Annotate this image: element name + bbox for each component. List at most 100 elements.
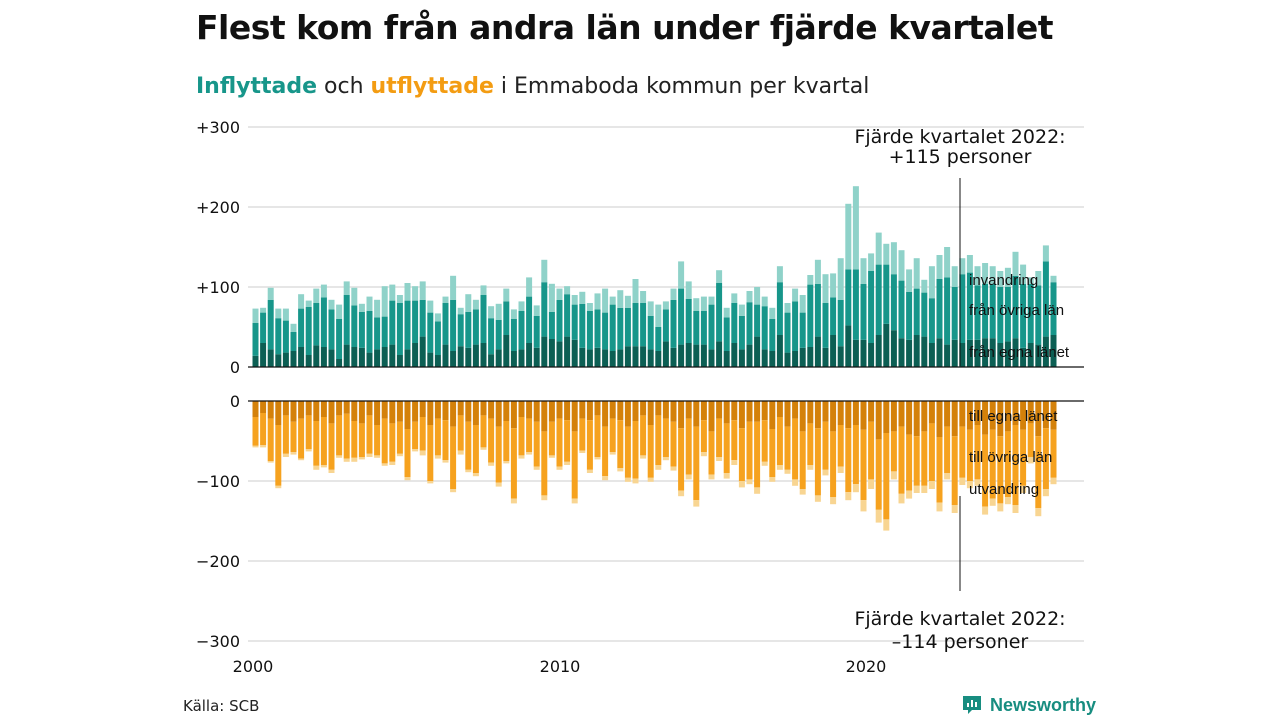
bar-out-2	[822, 469, 829, 476]
bar-in-1	[868, 271, 875, 343]
bar-in-1	[594, 309, 601, 348]
bar-in-1	[898, 280, 905, 339]
bar-in-2	[936, 255, 943, 279]
bar-out-1	[769, 429, 776, 477]
bar-out-0	[533, 401, 540, 422]
bar-out-0	[974, 401, 981, 425]
bar-in-0	[655, 351, 662, 367]
bar-out-2	[754, 487, 761, 494]
bar-in-0	[457, 346, 464, 367]
bar-in-0	[1012, 338, 1019, 367]
bar-out-2	[290, 452, 297, 455]
bar-out-0	[632, 401, 639, 421]
bar-out-2	[693, 500, 700, 507]
bar-out-0	[754, 401, 761, 422]
bar-out-0	[564, 401, 571, 421]
bar-out-0	[488, 401, 495, 419]
bar-out-1	[830, 431, 837, 497]
y-tick-label-bottom: 0	[230, 392, 240, 411]
bar-in-0	[678, 344, 685, 367]
bar-out-0	[890, 401, 897, 432]
bar-in-2	[609, 296, 616, 305]
bar-out-1	[442, 420, 449, 461]
bar-out-2	[305, 449, 312, 452]
bar-out-2	[396, 453, 403, 457]
segment-label-top: från övriga län	[969, 302, 1064, 319]
bar-in-0	[252, 355, 259, 367]
segment-label-bottom: till egna länet	[969, 408, 1058, 425]
bar-out-2	[913, 485, 920, 493]
bar-out-2	[617, 468, 624, 472]
bar-out-1	[1035, 436, 1042, 509]
bar-in-1	[731, 303, 738, 343]
bar-in-0	[465, 347, 472, 367]
bar-out-0	[731, 401, 738, 421]
bar-out-2	[852, 484, 859, 493]
bar-out-2	[974, 479, 981, 486]
bar-in-1	[442, 303, 449, 345]
annotation-bottom-line: Fjärde kvartalet 2022:	[854, 608, 1065, 630]
bar-in-1	[928, 298, 935, 343]
bar-in-1	[465, 311, 472, 348]
bar-in-2	[708, 296, 715, 305]
bar-out-1	[579, 418, 586, 451]
bar-in-0	[814, 336, 821, 367]
bar-out-2	[776, 465, 783, 470]
bar-out-2	[427, 481, 434, 484]
bar-out-0	[1027, 401, 1034, 424]
bar-in-0	[404, 349, 411, 367]
bar-in-1	[571, 304, 578, 340]
bar-in-2	[1020, 264, 1027, 284]
bar-out-2	[761, 461, 768, 466]
bar-out-0	[442, 401, 449, 421]
bar-out-2	[784, 469, 791, 474]
bar-in-2	[647, 301, 654, 316]
bar-out-2	[518, 455, 525, 459]
bar-in-1	[624, 307, 631, 347]
bar-out-1	[868, 421, 875, 480]
bar-in-2	[556, 288, 563, 300]
bar-out-0	[738, 401, 745, 429]
bar-in-0	[860, 339, 867, 367]
bar-out-1	[647, 425, 654, 478]
bar-out-0	[298, 401, 305, 419]
bar-out-0	[662, 401, 669, 419]
bar-in-2	[434, 313, 441, 322]
bar-out-2	[412, 449, 419, 452]
bar-in-1	[404, 300, 411, 350]
bar-out-0	[328, 401, 335, 424]
bar-out-1	[457, 415, 464, 451]
bar-in-0	[328, 349, 335, 367]
bar-out-2	[685, 474, 692, 480]
bar-out-1	[632, 421, 639, 479]
y-tick-label-top: +300	[196, 118, 240, 137]
bar-in-2	[579, 291, 586, 304]
bar-out-0	[708, 401, 715, 432]
bar-out-2	[997, 503, 1004, 512]
bar-in-1	[298, 308, 305, 347]
bar-in-0	[769, 351, 776, 367]
bar-out-0	[852, 401, 859, 425]
bar-in-0	[548, 339, 555, 367]
bar-in-1	[434, 321, 441, 355]
bar-out-1	[951, 436, 958, 505]
subtitle-och: och	[317, 74, 371, 99]
bar-in-0	[875, 335, 882, 367]
bar-in-2	[769, 307, 776, 319]
bar-in-2	[343, 281, 350, 295]
bar-in-2	[830, 273, 837, 298]
bar-out-0	[830, 401, 837, 432]
bar-in-0	[966, 339, 973, 367]
bar-out-2	[716, 457, 723, 461]
bar-in-0	[396, 355, 403, 367]
bar-in-2	[298, 294, 305, 309]
bar-in-0	[822, 347, 829, 367]
bar-in-1	[974, 285, 981, 340]
bar-out-0	[792, 401, 799, 419]
y-tick-label-top: +200	[196, 198, 240, 217]
bar-out-1	[336, 415, 343, 456]
subtitle-rest: i Emmaboda kommun per kvartal	[493, 74, 870, 99]
bar-out-1	[761, 420, 768, 462]
bar-in-1	[670, 299, 677, 348]
bar-out-1	[419, 417, 426, 451]
